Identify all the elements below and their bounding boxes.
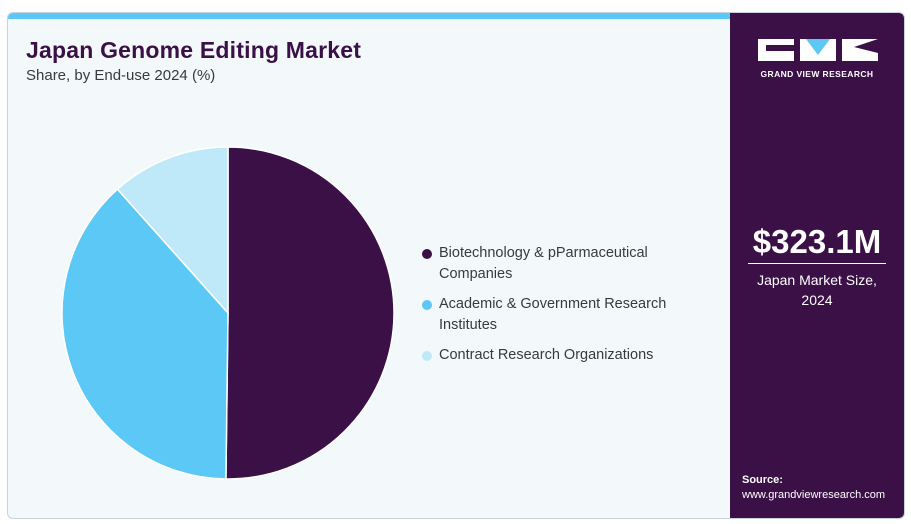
source-label: Source: bbox=[742, 474, 783, 486]
chart-subtitle: Share, by End-use 2024 (%) bbox=[26, 67, 216, 84]
sidebar-panel: GRAND VIEW RESEARCH $323.1M Japan Market… bbox=[730, 13, 904, 518]
source-url: www.grandviewresearch.com bbox=[742, 489, 886, 501]
legend-item: Biotechnology & pParmaceutical Companies bbox=[422, 243, 712, 285]
chart-title: Japan Genome Editing Market bbox=[26, 37, 362, 63]
pie-slice-1 bbox=[61, 188, 229, 480]
divider bbox=[748, 263, 886, 264]
legend-label: Academic & Government Research Institute… bbox=[439, 296, 667, 333]
legend-item: Academic & Government Research Institute… bbox=[422, 294, 712, 336]
market-size-label: Japan Market Size, 2024 bbox=[757, 272, 877, 308]
pie-slice-0 bbox=[225, 146, 395, 480]
grand-view-research-logo-icon bbox=[758, 39, 878, 61]
brand-logo bbox=[758, 39, 878, 68]
legend-swatch-icon bbox=[422, 351, 432, 361]
pie-chart bbox=[61, 146, 395, 480]
chart-legend: Biotechnology & pParmaceutical Companies… bbox=[422, 243, 712, 375]
legend-swatch-icon bbox=[422, 300, 432, 310]
legend-item: Contract Research Organizations bbox=[422, 345, 712, 366]
legend-label: Biotechnology & pParmaceutical Companies bbox=[439, 245, 648, 282]
brand-logo-text: GRAND VIEW RESEARCH bbox=[760, 69, 874, 79]
market-size-value: $323.1M bbox=[752, 223, 882, 260]
legend-swatch-icon bbox=[422, 249, 432, 259]
chart-card: Japan Genome Editing Market Share, by En… bbox=[7, 12, 905, 519]
legend-label: Contract Research Organizations bbox=[439, 347, 654, 363]
accent-bar bbox=[8, 13, 730, 19]
pie-slice-2 bbox=[116, 146, 229, 315]
